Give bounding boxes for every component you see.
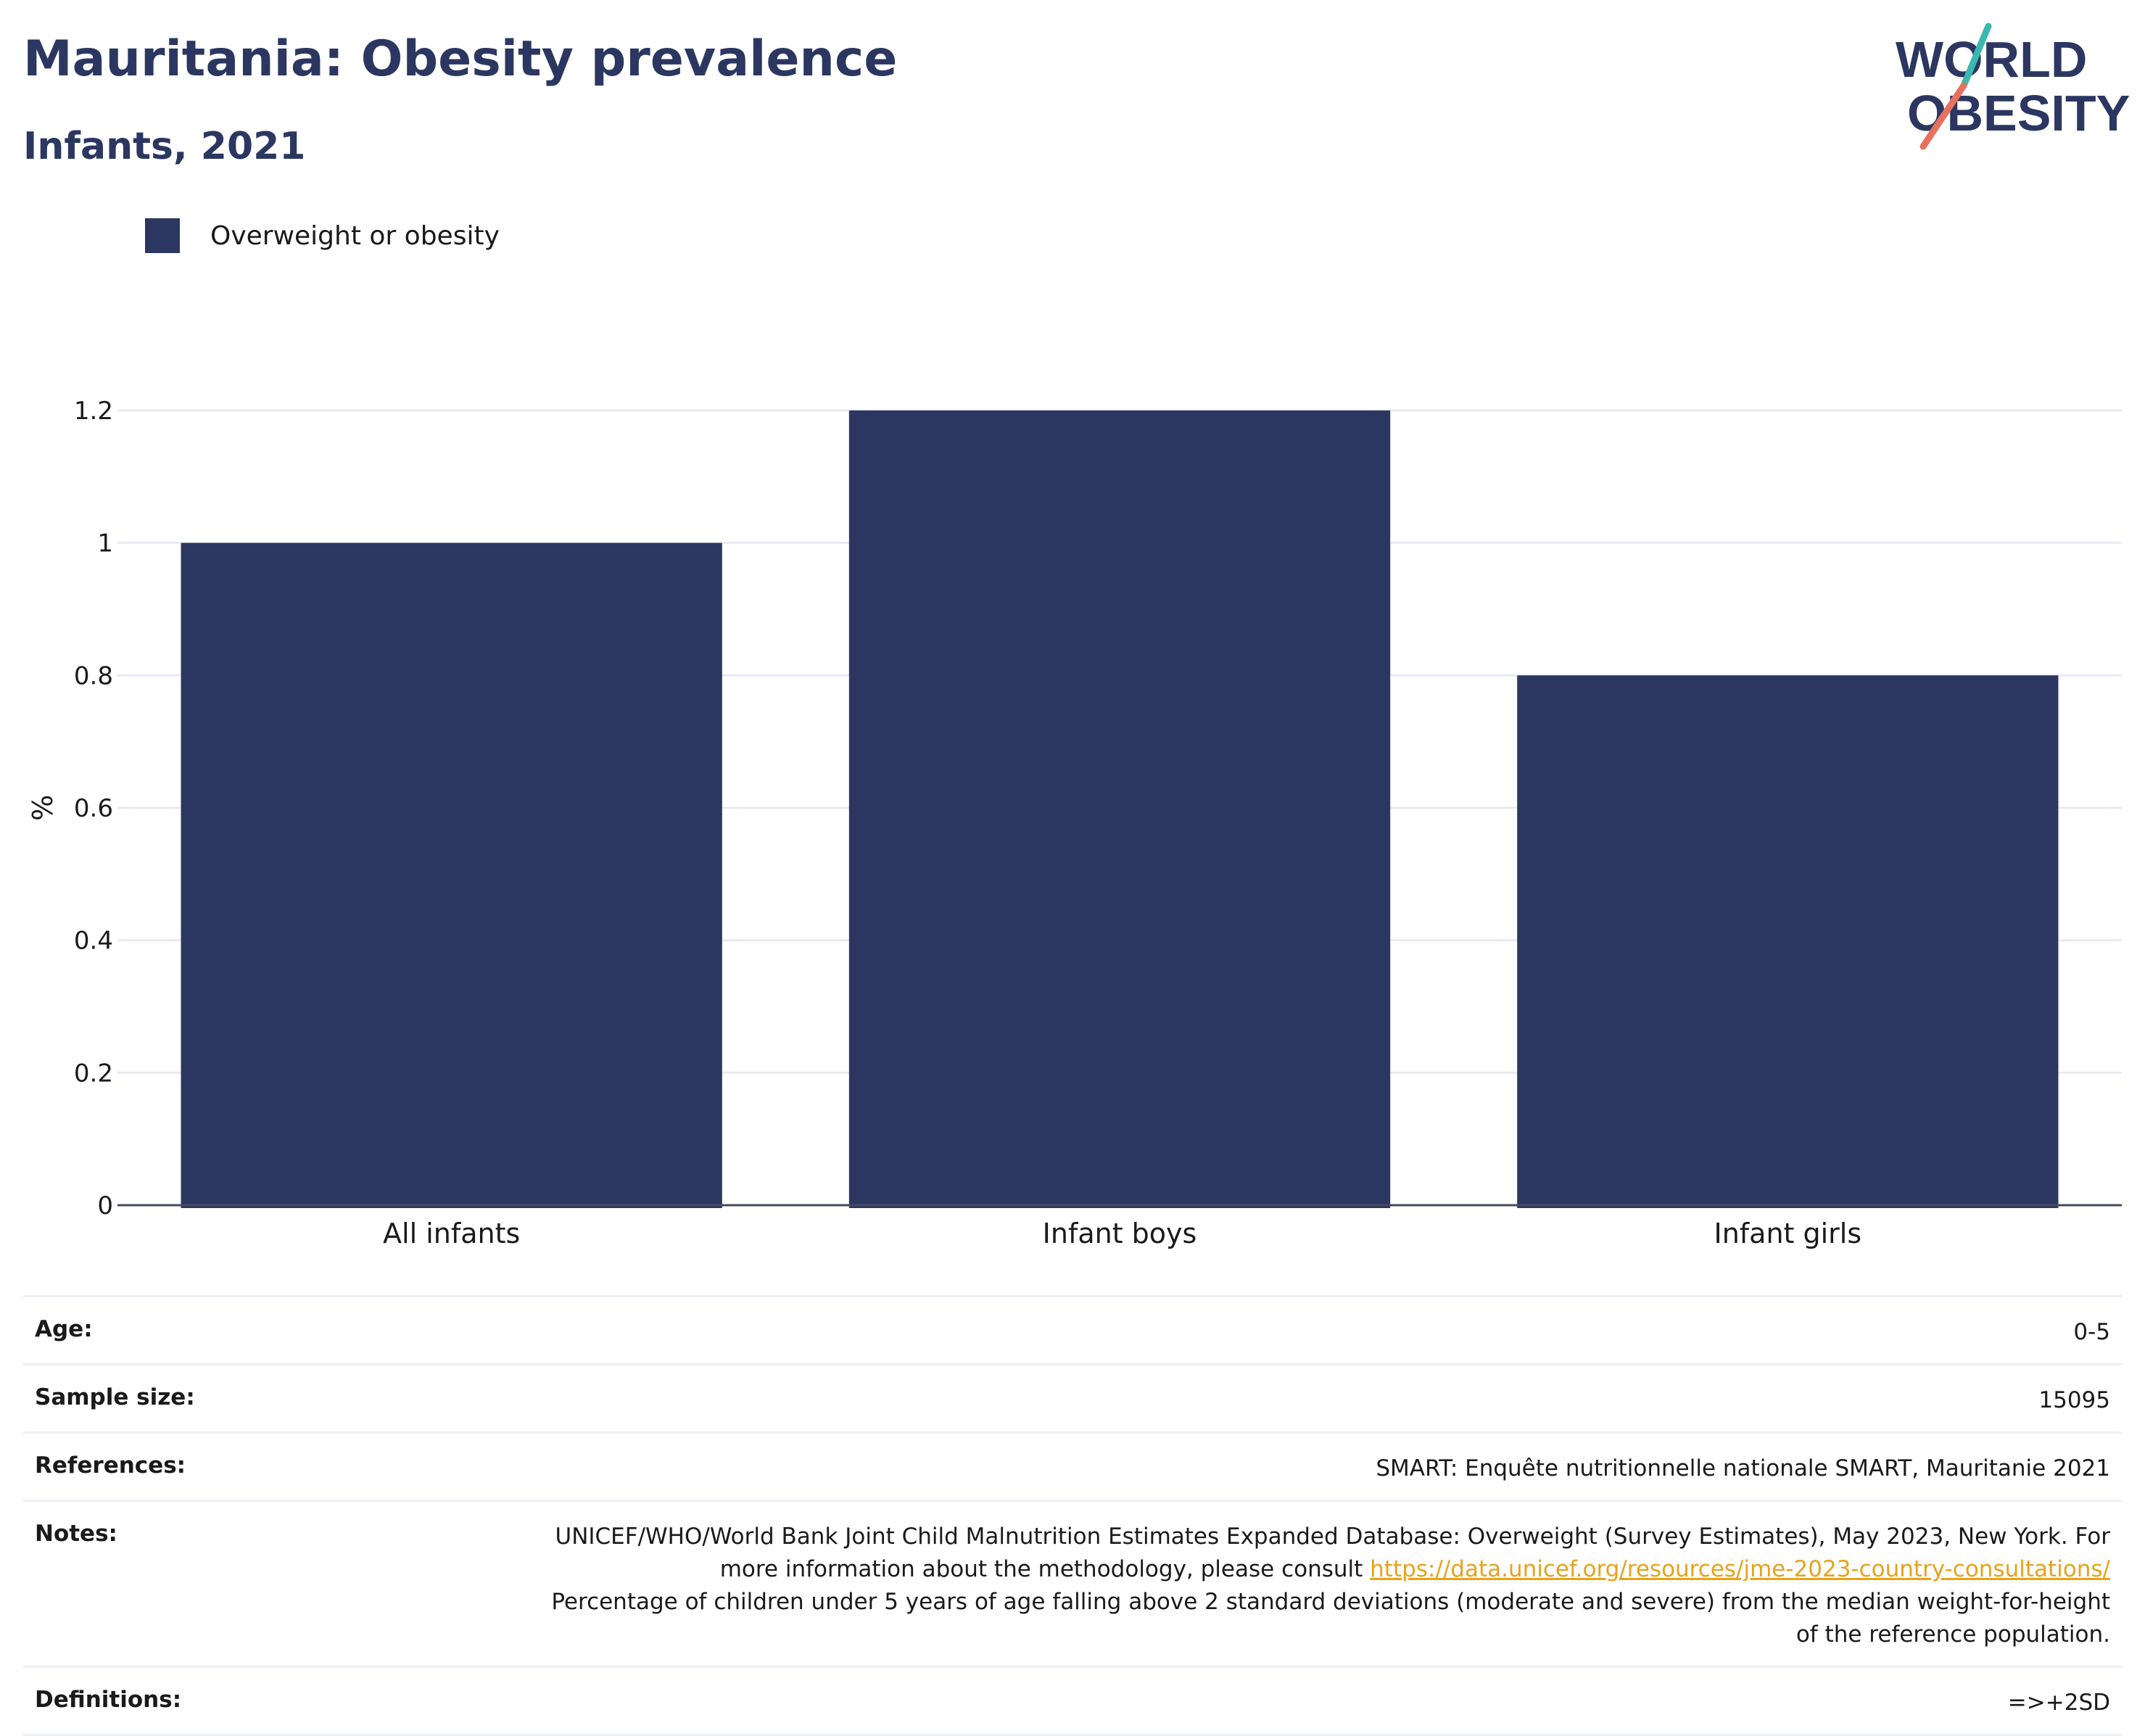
x-tick-label: Infant girls — [1714, 1218, 1861, 1249]
bar — [181, 542, 722, 1208]
meta-label-notes: Notes: — [35, 1521, 117, 1547]
bar — [1517, 675, 2059, 1208]
notes-text-source: UNICEF/WHO/World Bank Joint Child Malnut… — [555, 1524, 2111, 1582]
x-tick-label: All infants — [383, 1218, 520, 1249]
y-tick-label: 0.4 — [74, 927, 113, 956]
y-tick-label: 0.2 — [74, 1059, 113, 1088]
meta-label-definitions: Definitions: — [35, 1687, 182, 1713]
meta-value-references: SMART: Enquête nutritionnelle nationale … — [1376, 1455, 2110, 1481]
y-tick-label: 0 — [97, 1191, 113, 1220]
logo-word-obesity: OBESITY — [1907, 85, 2130, 141]
notes-methodology-link[interactable]: https://data.unicef.org/resources/jme-20… — [1370, 1556, 2110, 1582]
logo-slash-teal — [1960, 22, 1992, 89]
y-tick-label: 0.8 — [74, 661, 113, 690]
y-axis-label: % — [27, 795, 59, 821]
meta-value-sample-size: 15095 — [2038, 1387, 2110, 1413]
world-obesity-logo: WORLD OBESITY — [1896, 22, 2130, 150]
y-tick-label: 1.2 — [74, 397, 113, 426]
notes-text-definition: Percentage of children under 5 years of … — [551, 1589, 2110, 1648]
legend-swatch — [145, 218, 180, 253]
meta-row-sample-size: Sample size: 15095 — [23, 1365, 2122, 1434]
meta-label-references: References: — [35, 1452, 186, 1479]
meta-label-sample-size: Sample size: — [35, 1384, 195, 1410]
bar — [848, 410, 1391, 1208]
meta-value-definitions: =>+2SD — [2007, 1690, 2110, 1716]
meta-row-references: References: SMART: Enquête nutritionnell… — [23, 1434, 2122, 1502]
y-tick-label: 0.6 — [74, 794, 113, 823]
x-tick-label: Infant boys — [1043, 1218, 1197, 1249]
chart-legend[interactable]: Overweight or obesity — [145, 218, 500, 254]
legend-label: Overweight or obesity — [210, 220, 500, 251]
metadata-table: Age: 0-5 Sample size: 15095 References: … — [23, 1295, 2122, 1736]
meta-row-notes: Notes: UNICEF/WHO/World Bank Joint Child… — [23, 1502, 2122, 1668]
meta-row-age: Age: 0-5 — [23, 1297, 2122, 1365]
logo-slash-coral — [1919, 82, 1967, 150]
bar-chart: 0 0.2 0.4 0.6 0.8 1 1.2 All infants Infant boys I… — [27, 397, 2122, 1249]
meta-value-age: 0-5 — [2073, 1319, 2110, 1345]
y-tick-label: 1 — [97, 529, 113, 558]
chart-title: Mauritania: Obesity prevalence — [23, 30, 898, 88]
logo-word-world: WORLD — [1896, 31, 2087, 88]
meta-value-notes: UNICEF/WHO/World Bank Joint Child Malnut… — [529, 1521, 2110, 1651]
meta-label-age: Age: — [35, 1316, 93, 1342]
chart-subtitle: Infants, 2021 — [23, 125, 306, 168]
